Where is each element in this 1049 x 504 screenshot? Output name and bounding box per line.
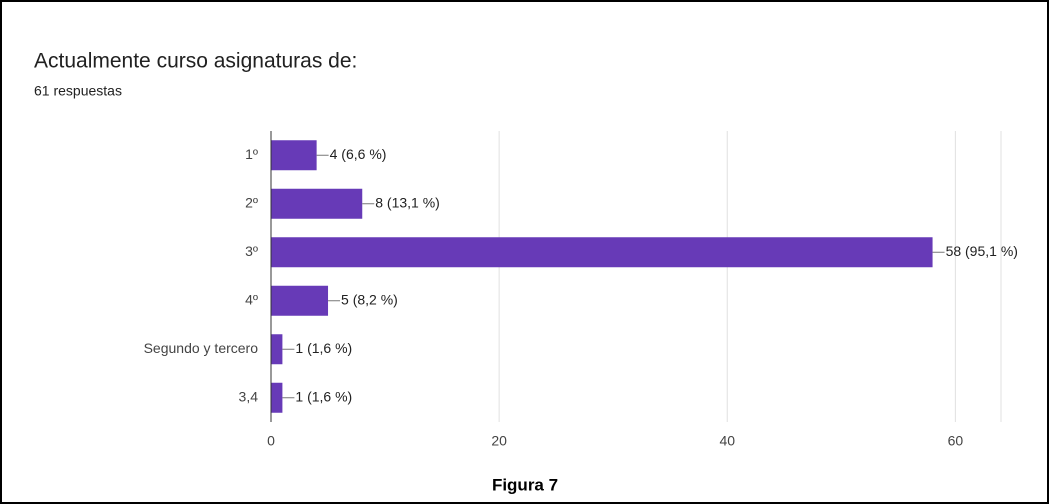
data-label: 8 (13,1 %)	[375, 194, 440, 210]
y-tick-label: Segundo y tercero	[144, 340, 259, 356]
x-tick-label: 20	[491, 433, 507, 449]
x-tick-label: 0	[267, 433, 275, 449]
y-tick-label: 2º	[245, 194, 258, 210]
y-tick-label: 3º	[245, 243, 258, 259]
bar	[271, 285, 329, 316]
bar	[271, 334, 283, 365]
data-label: 1 (1,6 %)	[295, 388, 352, 404]
y-tick-label: 1º	[245, 146, 258, 162]
figure-caption: Figura 7	[492, 475, 558, 494]
chart-subtitle: 61 respuestas	[34, 83, 122, 99]
y-tick-label: 3,4	[239, 388, 259, 404]
bar	[271, 188, 363, 219]
x-tick-label: 40	[719, 433, 735, 449]
y-tick-label: 4º	[245, 291, 258, 307]
data-label: 4 (6,6 %)	[330, 146, 387, 162]
data-label: 58 (95,1 %)	[946, 243, 1018, 259]
bar	[271, 237, 933, 268]
data-label: 1 (1,6 %)	[295, 340, 352, 356]
chart-title: Actualmente curso asignaturas de:	[34, 50, 357, 73]
x-tick-label: 60	[948, 433, 964, 449]
data-label: 5 (8,2 %)	[341, 291, 398, 307]
bar	[271, 140, 317, 171]
bar	[271, 382, 283, 413]
